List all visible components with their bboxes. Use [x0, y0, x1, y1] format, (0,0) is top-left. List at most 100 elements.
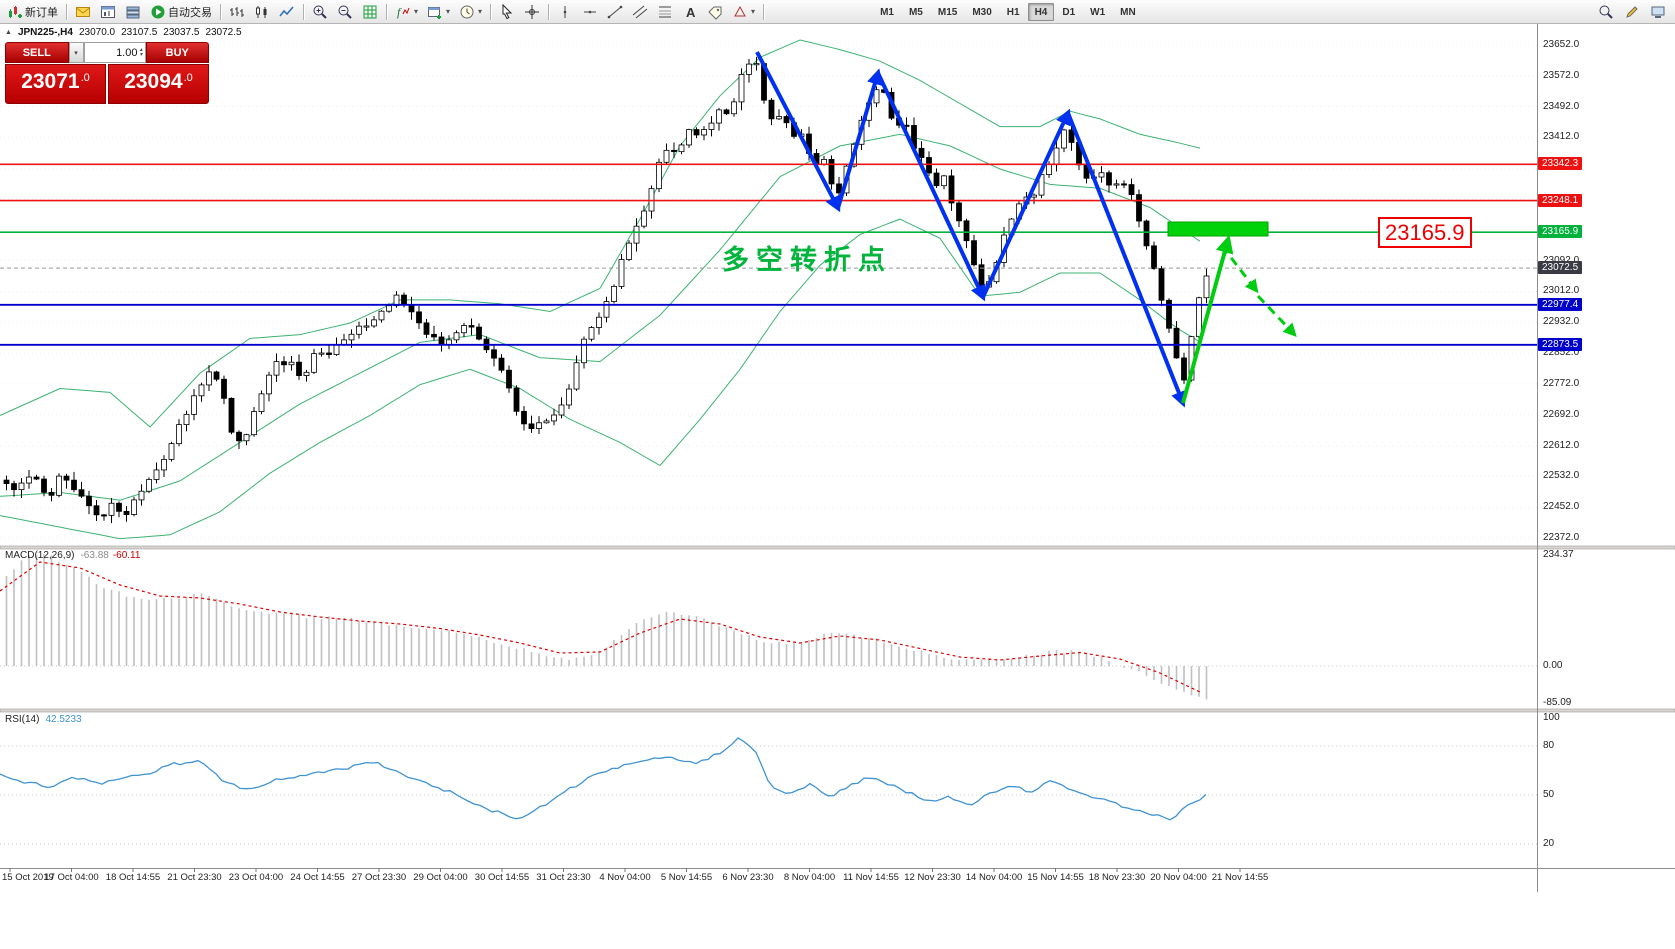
pane-separator[interactable] — [0, 545, 1675, 550]
buy-button[interactable]: BUY — [145, 42, 209, 63]
supply-zone-rect[interactable] — [1167, 221, 1269, 237]
volume-decrease-button[interactable]: ▾ — [68, 42, 84, 63]
bollinger-middle-band — [0, 133, 1201, 501]
buy-price-fraction: .0 — [183, 72, 193, 84]
sell-button[interactable]: SELL — [5, 42, 69, 63]
candles-icon — [254, 4, 270, 20]
time-axis-label: 12 Nov 23:30 — [904, 872, 961, 883]
macd-pane[interactable] — [0, 554, 1537, 700]
timeframe-button-w1[interactable]: W1 — [1090, 6, 1106, 18]
rsi-indicator-label: RSI(14) 42.5233 — [5, 714, 82, 725]
profiles-button[interactable]: ▾ — [455, 2, 486, 22]
new-order-button[interactable]: 新订单 — [3, 2, 62, 22]
volume-stepper-icon[interactable]: ▴ ▾ — [139, 46, 143, 58]
draw-button[interactable] — [1620, 2, 1644, 22]
blue-zigzag-arrow[interactable] — [876, 72, 986, 302]
green-up-arrow[interactable] — [1181, 234, 1234, 404]
time-axis-label: 30 Oct 14:55 — [474, 872, 530, 883]
price-scale-label: 23572.0 — [1543, 69, 1580, 81]
blue-zigzag-arrow[interactable] — [836, 68, 883, 209]
timeframe-button-m1[interactable]: M1 — [880, 6, 894, 18]
price-scale-label: 22372.0 — [1543, 531, 1580, 543]
cursor-icon — [499, 3, 515, 20]
symbol-name: JPN225-,H4 — [17, 27, 73, 38]
price-level-label: 23342.3 — [1538, 157, 1583, 171]
shapes-button[interactable]: ▾ — [728, 2, 759, 22]
timeframe-button-d1[interactable]: D1 — [1062, 6, 1076, 18]
turning-point-annotation[interactable]: 多空转折点 — [722, 245, 892, 275]
timeframe-button-m30[interactable]: M30 — [972, 6, 992, 18]
green-dashed-arrow[interactable] — [1220, 245, 1259, 294]
auto-trading-button-label: 自动交易 — [168, 6, 212, 19]
time-axis-label: 20 Nov 04:00 — [1150, 872, 1207, 883]
timeframe-button-mn[interactable]: MN — [1120, 6, 1136, 18]
toolbar-separator — [220, 3, 221, 20]
grid-button[interactable] — [358, 2, 382, 22]
pane-separator[interactable] — [0, 708, 1675, 713]
timeframe-button-h1[interactable]: H1 — [1006, 6, 1020, 18]
horizontal-line-button[interactable] — [578, 2, 602, 22]
volume-value: 1.00 — [116, 46, 138, 59]
crosshair-button[interactable] — [520, 2, 544, 22]
time-axis-label: 24 Oct 14:55 — [290, 872, 345, 883]
text-button[interactable]: A — [678, 2, 702, 22]
indicators-button[interactable]: f ▾ — [391, 2, 422, 22]
time-axis-label: 15 Oct 2019 — [2, 872, 54, 883]
line-chart-button[interactable] — [275, 2, 299, 22]
buy-price: 23094 — [124, 70, 183, 93]
buy-price-box[interactable]: 23094 .0 — [108, 64, 209, 104]
line-icon — [279, 4, 295, 20]
cursor-button[interactable] — [495, 2, 519, 22]
dropdown-arrow-icon: ▾ — [414, 7, 419, 16]
mail-button[interactable] — [71, 2, 95, 22]
price-scale-label: 22452.0 — [1543, 501, 1580, 513]
macd-name: MACD(12,26,9) — [5, 550, 75, 561]
green-dashed-arrow[interactable] — [1256, 294, 1297, 337]
trendline-button[interactable] — [603, 2, 627, 22]
time-axis-label: 21 Nov 14:55 — [1211, 872, 1269, 883]
time-axis[interactable]: 15 Oct 2019 17 Oct 04:00 18 Oct 14:55 21 Oc… — [0, 869, 1537, 889]
volume-input[interactable]: 1.00 ▴ ▾ — [83, 42, 146, 63]
bar-chart-button[interactable] — [225, 2, 249, 22]
trendline-icon — [607, 4, 623, 20]
current-price-label: 23072.5 — [1538, 261, 1583, 275]
market-watch-button[interactable] — [121, 2, 145, 22]
timeframe-button-h4[interactable]: H4 — [1027, 2, 1055, 21]
sell-price-box[interactable]: 23071 .0 — [5, 64, 106, 104]
zoom-in-icon — [312, 4, 328, 20]
candlestick-chart-button[interactable] — [250, 2, 274, 22]
macd-scale-label: 234.37 — [1543, 549, 1574, 560]
rsi-line — [0, 737, 1207, 821]
sell-price-fraction: .0 — [80, 72, 90, 84]
new-chart-button[interactable]: ▾ — [423, 2, 454, 22]
macd-scale-label: -85.09 — [1543, 697, 1572, 708]
one-click-trading-panel: SELL ▾ 1.00 ▴ ▾ BUY 23071 .0 23094 .0 — [5, 42, 209, 104]
label-button[interactable] — [703, 2, 727, 22]
auto-trading-button[interactable]: 自动交易 — [146, 2, 216, 22]
time-axis-label: 5 Nov 14:55 — [660, 872, 713, 883]
window-button[interactable] — [1646, 2, 1670, 22]
toolbar-separator — [303, 3, 304, 20]
blue-zigzag-arrow[interactable] — [755, 51, 841, 213]
timeframe-button-m5[interactable]: M5 — [908, 6, 923, 18]
vertical-line-button[interactable] — [553, 2, 577, 22]
svg-text:f: f — [397, 5, 402, 19]
blue-zigzag-arrow[interactable] — [1066, 112, 1187, 408]
price-callout-box[interactable]: 23165.9 — [1378, 217, 1472, 248]
zoom-out-button[interactable] — [333, 2, 357, 22]
search-button[interactable] — [1594, 2, 1618, 22]
vline-icon — [557, 4, 573, 20]
blue-zigzag-arrow[interactable] — [981, 108, 1071, 298]
price-scale-label: 22932.0 — [1543, 316, 1580, 328]
price-scale[interactable]: 23652.023572.023492.023412.023332.023092… — [1538, 24, 1674, 892]
zoom-in-button[interactable] — [308, 2, 332, 22]
macd-indicator-label: MACD(12,26,9) -63.88 -60.11 — [5, 550, 140, 561]
sell-price: 23071 — [21, 70, 80, 93]
chart-window-button[interactable] — [96, 2, 120, 22]
rsi-pane[interactable] — [0, 737, 1537, 845]
channel-button[interactable] — [628, 2, 652, 22]
timeframe-button-m15[interactable]: M15 — [937, 6, 958, 18]
price-pane[interactable] — [0, 39, 1537, 540]
fibonacci-button[interactable] — [653, 2, 677, 22]
